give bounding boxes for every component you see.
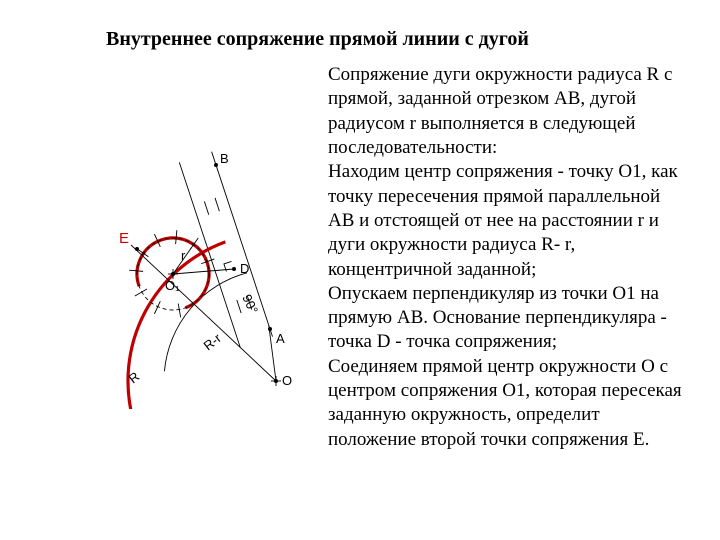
- svg-text:B: B: [220, 151, 229, 166]
- svg-text:E: E: [119, 230, 129, 247]
- svg-text:90°: 90°: [239, 292, 261, 316]
- svg-text:O₁: O₁: [165, 278, 180, 293]
- content-row: ABDEOO₁RR-rr90° Сопряжение дуги окружнос…: [38, 63, 682, 452]
- body-paragraph: Сопряжение дуги окружности радиуса R с п…: [328, 63, 682, 452]
- page-title: Внутреннее сопряжение прямой линии с дуг…: [106, 28, 682, 51]
- svg-text:r: r: [181, 248, 186, 263]
- svg-text:A: A: [276, 331, 285, 346]
- svg-text:R-r: R-r: [201, 330, 225, 353]
- diagram-svg: ABDEOO₁RR-rr90°: [38, 99, 328, 409]
- diagram-figure: ABDEOO₁RR-rr90°: [38, 63, 328, 414]
- body-text: Сопряжение дуги окружности радиуса R с п…: [328, 63, 682, 452]
- svg-text:D: D: [240, 261, 249, 276]
- svg-text:O: O: [282, 373, 292, 388]
